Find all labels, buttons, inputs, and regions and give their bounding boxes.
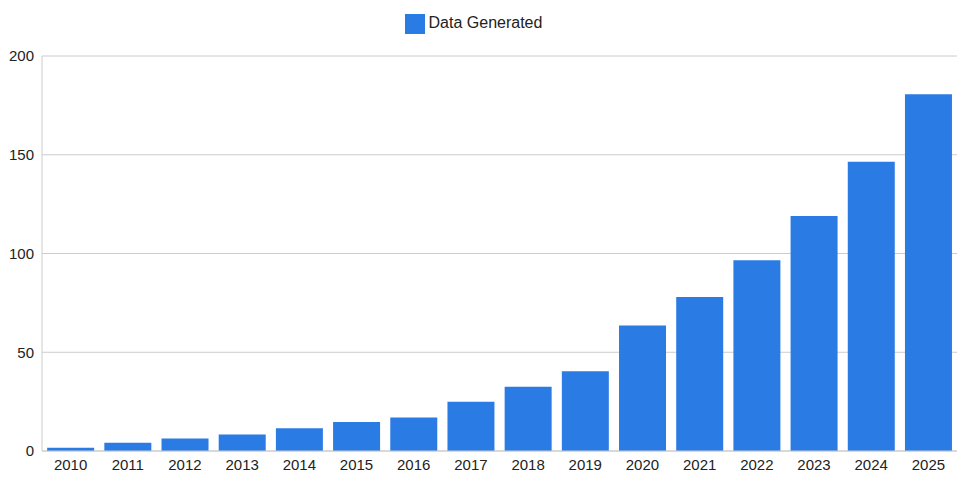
svg-text:2019: 2019 <box>569 456 602 473</box>
svg-text:2013: 2013 <box>225 456 258 473</box>
svg-text:150: 150 <box>9 146 34 163</box>
svg-text:2012: 2012 <box>168 456 201 473</box>
svg-text:2016: 2016 <box>397 456 430 473</box>
svg-text:2010: 2010 <box>54 456 87 473</box>
svg-text:2014: 2014 <box>283 456 316 473</box>
svg-text:2024: 2024 <box>855 456 888 473</box>
svg-text:2018: 2018 <box>511 456 544 473</box>
svg-text:2011: 2011 <box>112 456 144 473</box>
html-text:Data Generated: Data Generated <box>428 14 543 32</box>
svg-text:0: 0 <box>26 442 34 459</box>
svg-text:2020: 2020 <box>626 456 659 473</box>
svg-text:2017: 2017 <box>454 456 487 473</box>
svg-text:2023: 2023 <box>797 456 830 473</box>
svg-text:50: 50 <box>17 344 34 361</box>
svg-text:2015: 2015 <box>340 456 373 473</box>
svg-text:200: 200 <box>9 47 34 64</box>
svg-text:100: 100 <box>9 245 34 262</box>
svg-text:2025: 2025 <box>912 456 945 473</box>
svg-text:2021: 2021 <box>683 456 716 473</box>
svg-text:2022: 2022 <box>740 456 773 473</box>
